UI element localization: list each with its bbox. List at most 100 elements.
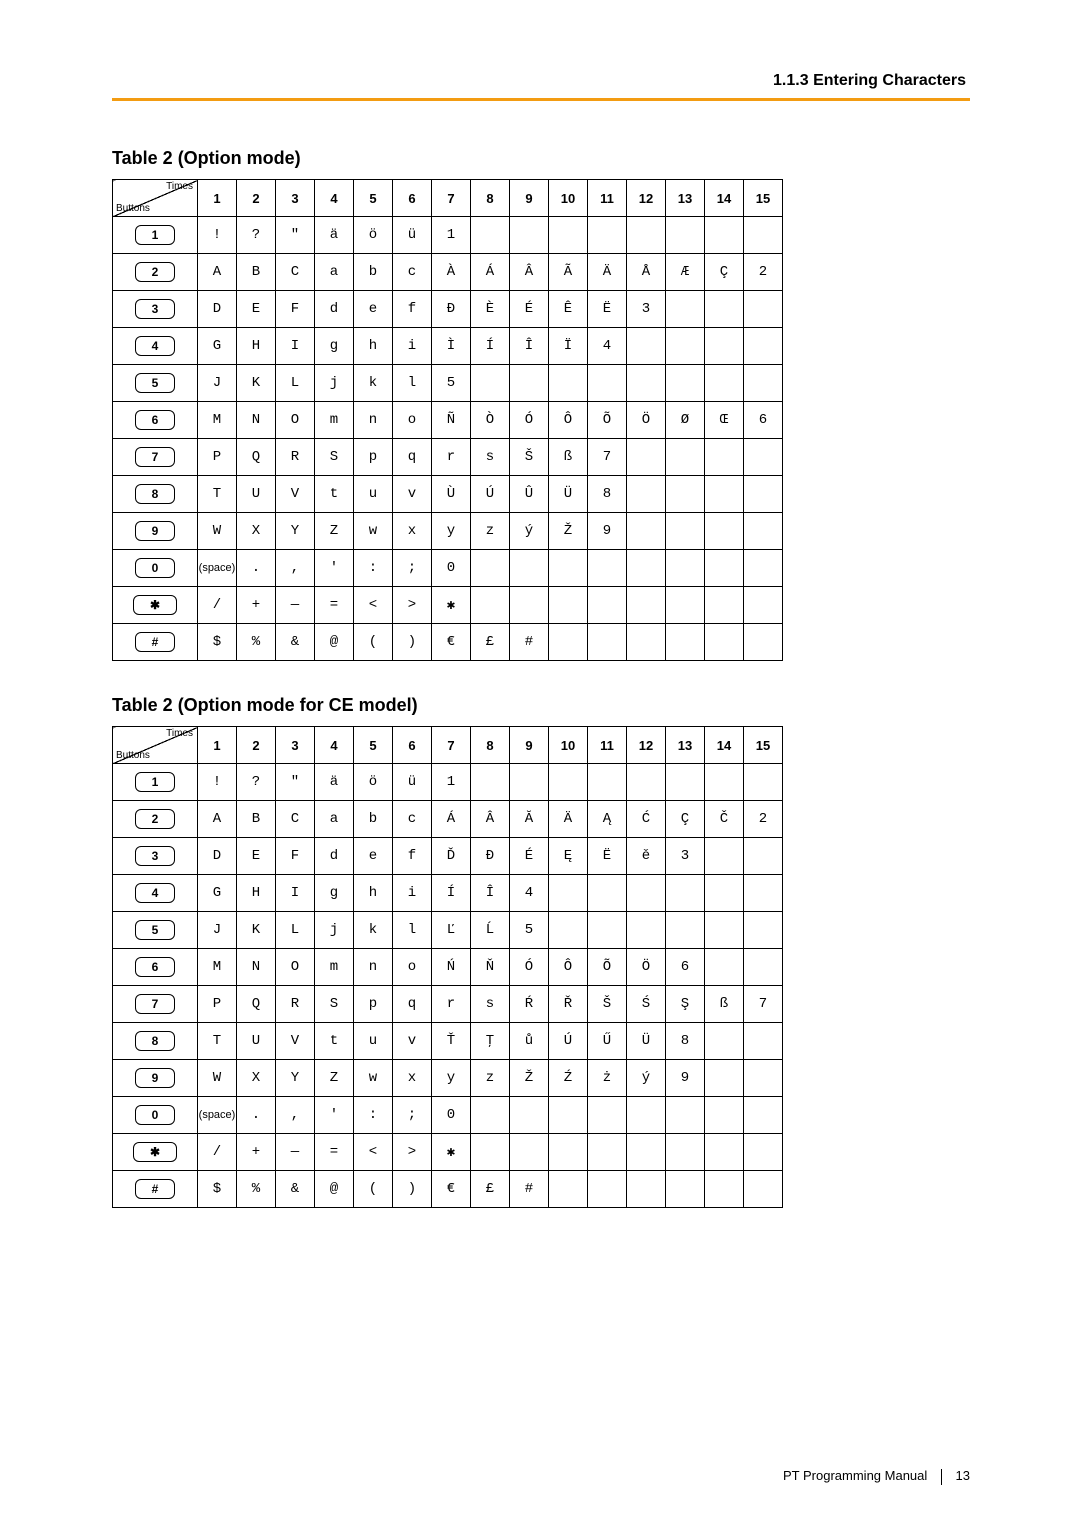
page-footer: PT Programming Manual 13 [783,1468,970,1485]
char-cell: Z [315,513,354,550]
char-cell: , [276,550,315,587]
char-cell [549,550,588,587]
char-cell [666,1171,705,1208]
char-cell [705,1023,744,1060]
col-header-12: 12 [627,727,666,764]
table-row: ✱/+—=<>✱ [113,1134,783,1171]
corner-cell: TimesButtons [113,180,198,217]
char-cell: o [393,402,432,439]
char-cell: I [276,875,315,912]
char-cell: Ń [432,949,471,986]
char-cell: ✱ [432,587,471,624]
char-cell [627,912,666,949]
char-cell: Ć [627,801,666,838]
char-cell [705,217,744,254]
char-cell: ý [627,1060,666,1097]
char-cell: s [471,986,510,1023]
char-cell [744,1134,783,1171]
char-cell: Ë [588,838,627,875]
char-cell: z [471,513,510,550]
char-cell [588,624,627,661]
char-cell: A [198,801,237,838]
key-cell-2: 2 [113,801,198,838]
char-cell [627,513,666,550]
char-cell [510,550,549,587]
footer-page-number: 13 [956,1468,970,1483]
char-cell: < [354,587,393,624]
char-cell: ( [354,624,393,661]
char-cell: = [315,587,354,624]
char-cell: s [471,439,510,476]
char-cell [744,764,783,801]
char-cell: £ [471,624,510,661]
table-row: 1!?"äöü1 [113,764,783,801]
char-cell: Ă [510,801,549,838]
char-cell: # [510,624,549,661]
char-cell: 8 [666,1023,705,1060]
char-cell [744,365,783,402]
char-cell: 2 [744,254,783,291]
char-cell: f [393,838,432,875]
char-cell: ż [588,1060,627,1097]
char-cell: Ú [471,476,510,513]
char-cell [705,1097,744,1134]
char-cell: : [354,1097,393,1134]
char-cell [705,476,744,513]
char-cell [627,439,666,476]
char-cell: ) [393,1171,432,1208]
char-cell: È [471,291,510,328]
char-cell: % [237,624,276,661]
key-cell-1: 1 [113,217,198,254]
char-cell: k [354,912,393,949]
char-cell: & [276,1171,315,1208]
char-cell: j [315,365,354,402]
char-cell: R [276,986,315,1023]
col-header-9: 9 [510,180,549,217]
char-cell: Ą [588,801,627,838]
char-cell: O [276,949,315,986]
char-cell: E [237,291,276,328]
char-cell: ! [198,764,237,801]
char-cell: x [393,513,432,550]
char-cell: y [432,1060,471,1097]
char-cell: ö [354,764,393,801]
char-cell: — [276,587,315,624]
char-cell: V [276,476,315,513]
char-cell: b [354,254,393,291]
char-cell: Ä [549,801,588,838]
char-cell [627,365,666,402]
char-cell: Ş [666,986,705,1023]
char-cell [588,1171,627,1208]
char-cell: Ź [549,1060,588,1097]
char-cell: l [393,912,432,949]
char-cell: O [276,402,315,439]
col-header-3: 3 [276,727,315,764]
char-cell: Ó [510,949,549,986]
table-row: 5JKLjklĽĹ5 [113,912,783,949]
col-header-9: 9 [510,727,549,764]
char-cell: d [315,838,354,875]
char-cell: Ô [549,949,588,986]
char-cell: Î [471,875,510,912]
key-cell-4: 4 [113,328,198,365]
char-cell [666,476,705,513]
char-cell: Ï [549,328,588,365]
char-cell: p [354,986,393,1023]
table-row: 3DEFdefÐÈÉÊË3 [113,291,783,328]
char-cell: Û [510,476,549,513]
char-cell [588,764,627,801]
char-cell [627,1097,666,1134]
keypad-button-2: 2 [135,262,176,282]
table-row: 8TUVtuvŤŢůÚŰÜ8 [113,1023,783,1060]
char-cell: t [315,476,354,513]
char-cell: Č [705,801,744,838]
char-cell: ß [705,986,744,1023]
char-cell: f [393,291,432,328]
char-cell: v [393,476,432,513]
char-cell: ' [315,550,354,587]
char-cell: X [237,1060,276,1097]
char-cell [705,550,744,587]
char-cell [510,587,549,624]
char-cell: Õ [588,402,627,439]
char-cell: g [315,875,354,912]
